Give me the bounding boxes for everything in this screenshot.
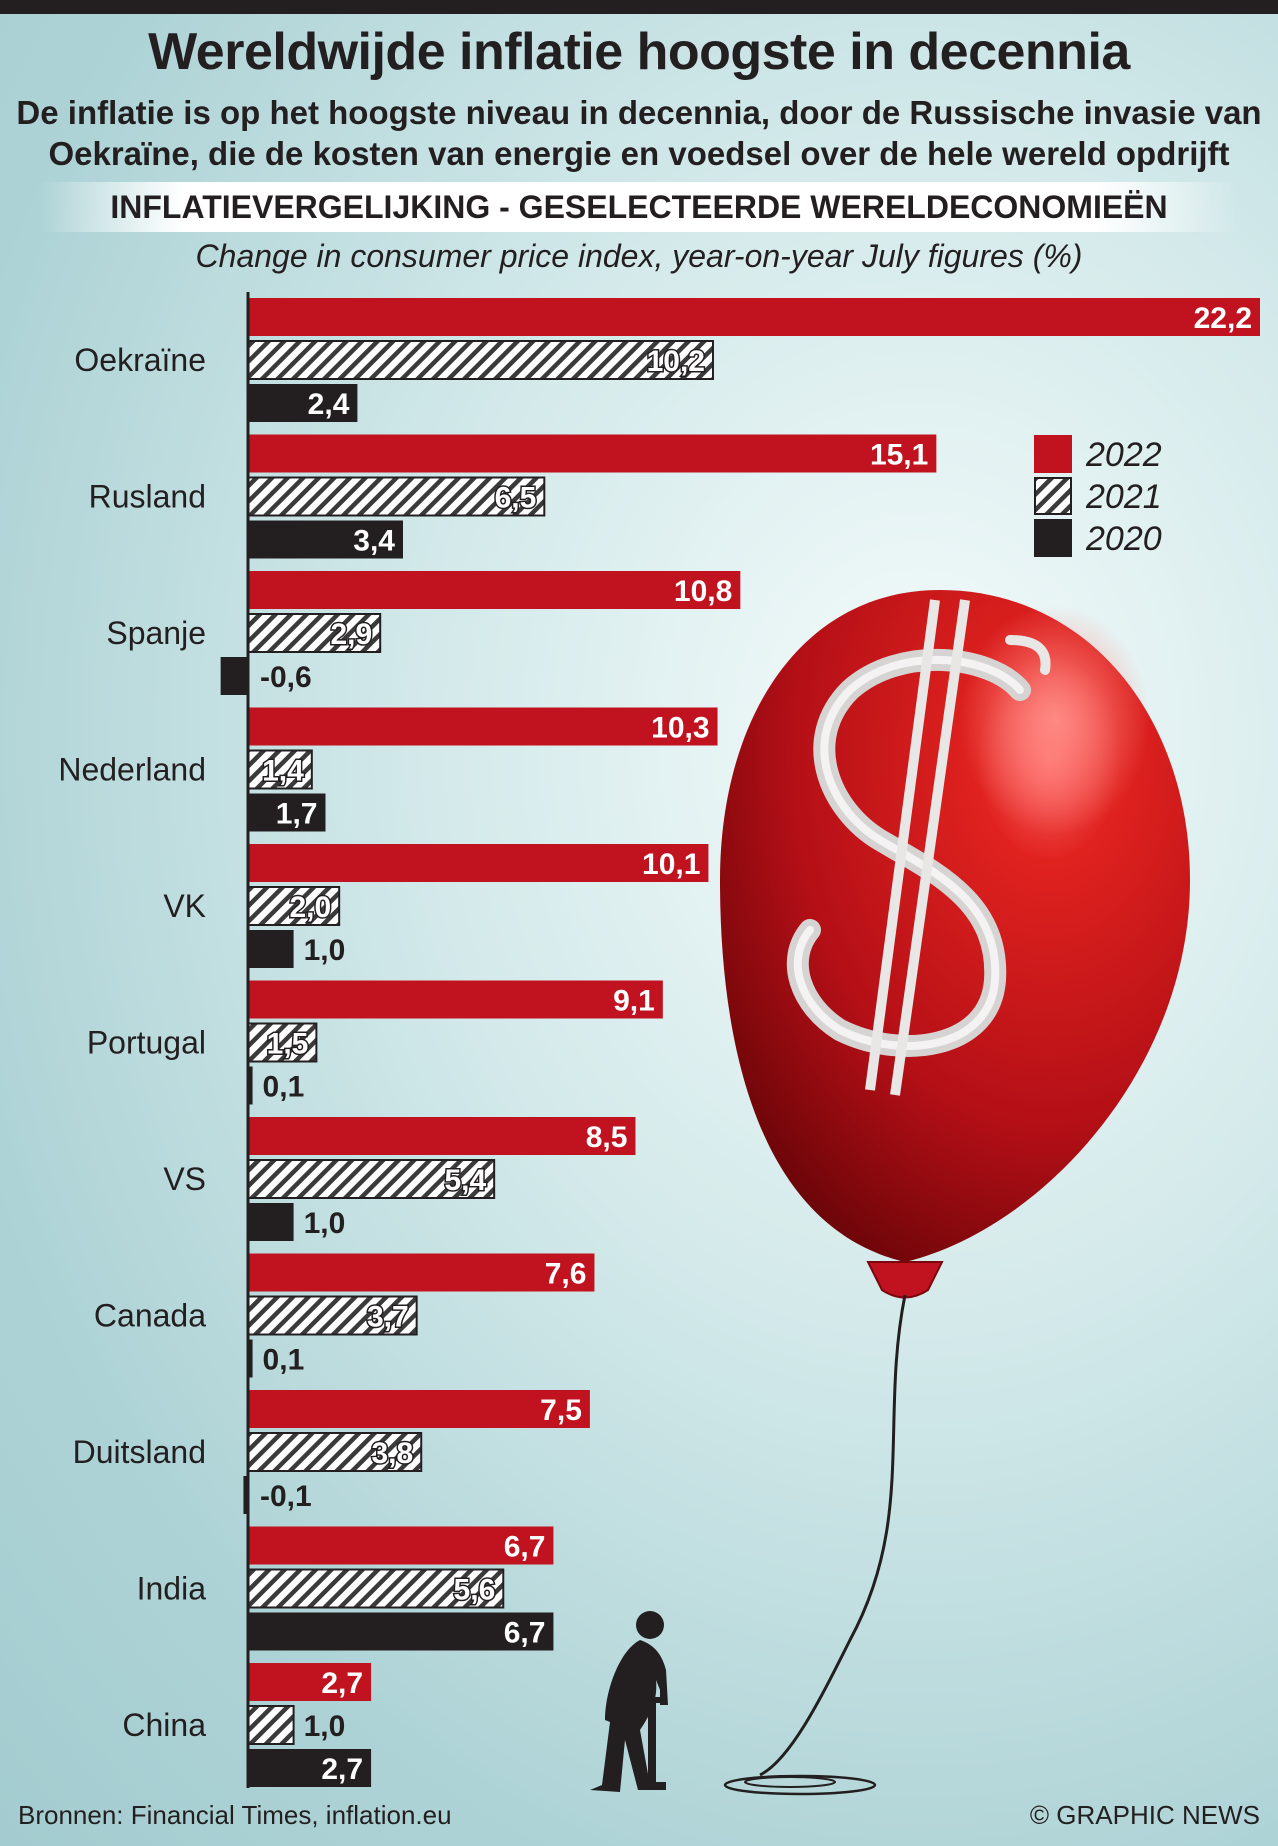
bar-2022-vk [248,844,709,882]
value-label-2021-spanje: 2,9 [330,618,372,651]
value-label-2021-vk: 2,0 [289,891,331,924]
category-label-rusland: Rusland [89,479,206,515]
bar-2020-duitsland [243,1476,248,1514]
value-label-2021-india: 5,6 [454,1574,496,1607]
value-label-2022-china: 2,7 [321,1667,363,1700]
bar-2022-china [248,1663,372,1701]
value-label-2022-india: 6,7 [504,1531,546,1564]
value-label-2020-vk: 1,0 [304,934,346,967]
value-label-2021-canada: 3,7 [367,1301,409,1334]
category-label-duitsland: Duitsland [73,1434,206,1470]
bar-2022-duitsland [248,1390,590,1428]
value-label-2020-vs: 1,0 [304,1207,346,1240]
bar-2022-rusland [248,434,937,473]
bar-2021-vk [247,886,341,926]
value-label-2020-portugal: 0,1 [263,1071,305,1104]
bar-2021-nederland [247,749,313,790]
bar-2020-vk [248,930,294,968]
bar-2022-spanje [248,571,741,609]
bar-2020-vs [248,1203,294,1241]
bar-2020-spanje [220,657,248,695]
bar-2021-duitsland [247,1432,423,1472]
value-label-2020-nederland: 1,7 [276,798,318,831]
bar-2021-canada [247,1295,418,1336]
value-label-2021-oekraine: 10,2 [647,345,705,378]
section-heading: INFLATIEVERGELIJKING - GESELECTEERDE WER… [40,182,1238,232]
bar-2022-portugal [248,980,663,1019]
category-label-vs: VS [163,1161,206,1197]
value-label-2020-canada: 0,1 [263,1344,305,1377]
page-subtitle: De inflatie is op het hoogste niveau in … [16,94,1262,172]
bar-2021-vs [247,1159,496,1199]
bar-2020-india [248,1612,554,1651]
value-label-2020-duitsland: -0,1 [260,1480,312,1513]
source-note: Bronnen: Financial Times, inflation.eu [18,1800,452,1830]
value-label-2022-vs: 8,5 [586,1121,628,1154]
value-label-2020-rusland: 3,4 [353,525,395,558]
category-label-portugal: Portugal [87,1025,206,1061]
value-label-2021-portugal: 1,5 [267,1028,309,1061]
value-label-2021-nederland: 1,4 [262,755,304,788]
category-label-canada: Canada [94,1298,206,1334]
bar-2020-portugal [248,1066,253,1105]
value-label-2021-duitsland: 3,8 [372,1437,414,1470]
value-label-2022-nederland: 10,3 [651,712,709,745]
bar-2020-china [248,1749,372,1787]
legend-label-2022: 2022 [1086,436,1162,474]
bar-2020-canada [248,1339,253,1378]
value-label-2022-oekraine: 22,2 [1194,302,1252,335]
bar-2020-nederland [248,793,326,832]
axis-unit-label: Change in consumer price index, year-on-… [195,238,1083,274]
bar-2021-india [247,1568,505,1609]
bar-2022-india [248,1526,554,1565]
category-label-nederland: Nederland [58,752,206,788]
page-title: Wereldwijde inflatie hoogste in decennia [148,23,1130,81]
legend-label-2020: 2020 [1086,520,1162,558]
plot-area: Oekraïne 22,2 10,2 2,4 Rusland 15,1 6,5 3,4 Span… [58,292,1260,1788]
value-label-2020-india: 6,7 [504,1617,546,1650]
bar-2022-oekraine [248,298,1260,336]
value-label-2022-rusland: 15,1 [870,439,928,472]
bar-2020-oekraine [248,384,358,422]
legend-swatch-2022 [1034,435,1072,473]
legend-swatch-2020 [1034,519,1072,557]
value-label-2020-china: 2,7 [321,1753,363,1786]
bar-2022-vs [248,1117,636,1155]
legend-label-2021: 2021 [1086,478,1162,516]
value-label-2021-china: 1,0 [304,1710,346,1743]
category-label-spanje: Spanje [106,615,206,651]
bar-2021-oekraine [247,340,714,380]
legend-swatch-2021 [1034,477,1072,515]
value-label-2022-duitsland: 7,5 [540,1394,582,1427]
value-label-2022-spanje: 10,8 [674,575,732,608]
value-label-2020-oekraine: 2,4 [308,388,350,421]
category-label-china: China [122,1707,206,1743]
value-label-2022-canada: 7,6 [545,1258,587,1291]
bar-2022-canada [248,1253,595,1292]
bar-2021-spanje [247,613,382,653]
value-label-2021-rusland: 6,5 [495,482,537,515]
category-label-vk: VK [163,888,206,924]
value-label-2022-vk: 10,1 [642,848,700,881]
balloon-illustration [720,590,1190,1796]
credit-note: © GRAPHIC NEWS [1029,1800,1260,1830]
category-label-india: India [137,1571,207,1607]
bar-2022-nederland [248,707,718,746]
bar-2021-rusland [247,476,546,517]
pumping-man-silhouette [590,1611,668,1792]
value-label-2021-vs: 5,4 [444,1164,486,1197]
bar-2020-rusland [248,520,403,559]
value-label-2020-spanje: -0,6 [260,661,312,694]
category-label-oekraine: Oekraïne [74,342,206,378]
bar-2021-china [247,1705,295,1745]
value-label-2022-portugal: 9,1 [613,985,655,1018]
top-rule [0,0,1278,14]
